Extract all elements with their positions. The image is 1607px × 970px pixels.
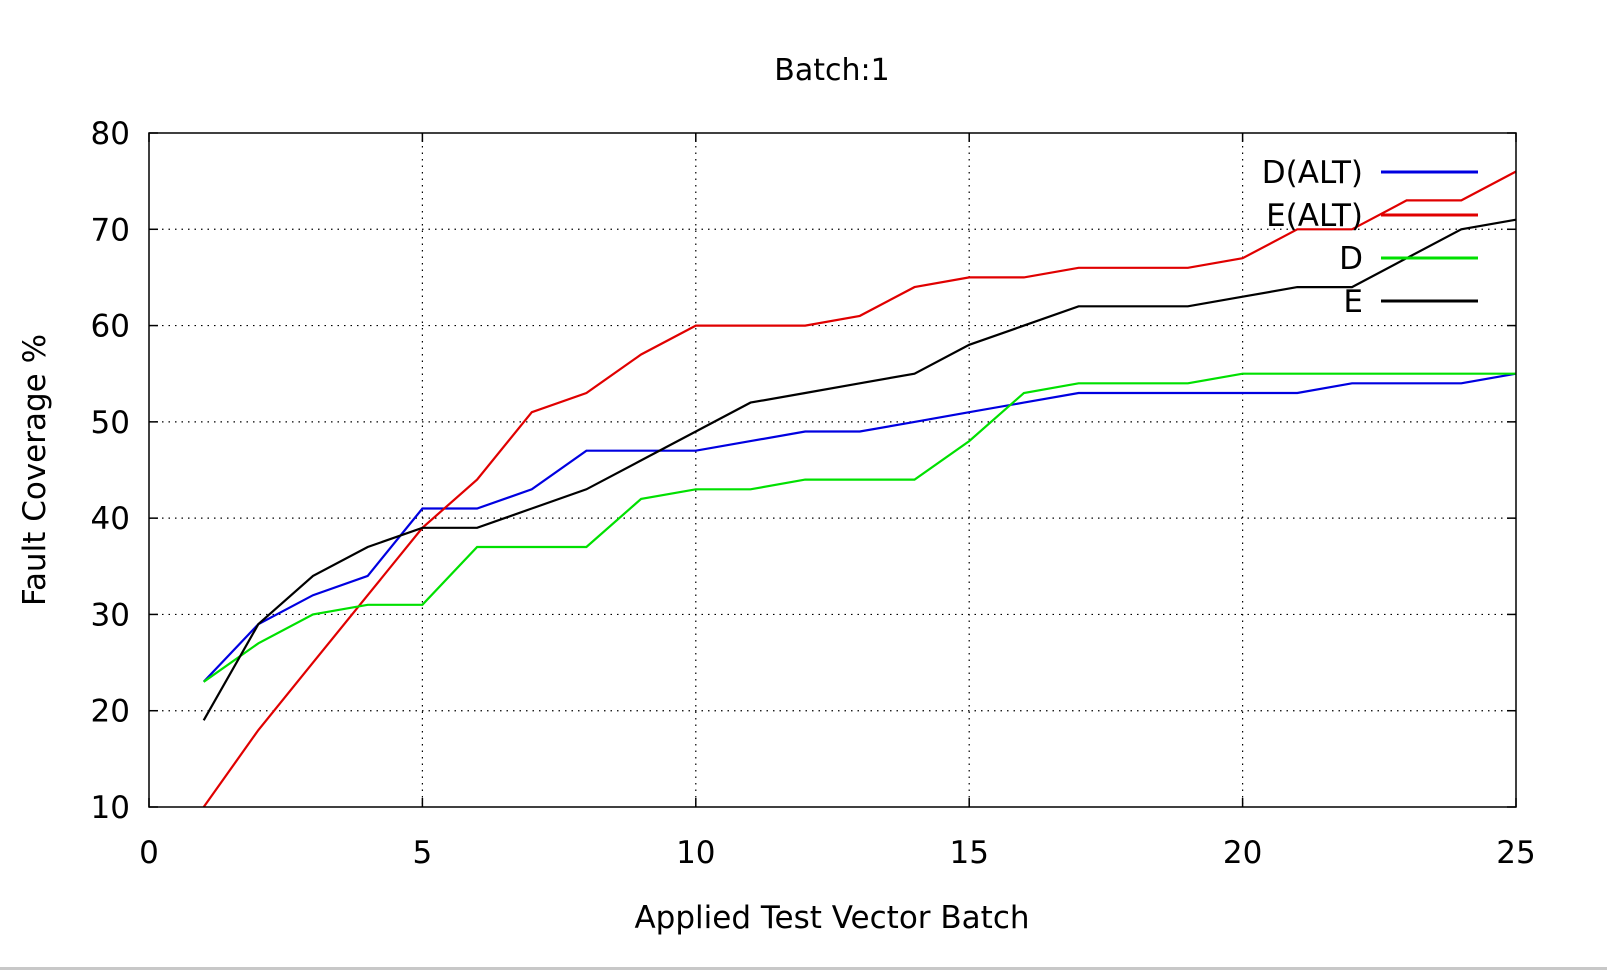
y-tick-label: 60 (91, 309, 130, 345)
x-tick-label: 5 (413, 835, 433, 871)
plot-frame (148, 132, 1517, 808)
x-axis-label: Applied Test Vector Batch (634, 900, 1029, 936)
chart-title: Batch:1 (774, 53, 889, 88)
grid (149, 133, 1516, 807)
series-lines (202, 170, 1517, 808)
series-line-1 (202, 170, 1517, 808)
axis-ticks: 0 5 10 15 20 25 10 20 30 40 50 60 70 80 (91, 116, 1536, 871)
legend-label: E (1343, 284, 1363, 320)
x-tick-label: 25 (1496, 835, 1535, 871)
y-tick-label: 30 (91, 597, 130, 633)
y-tick-label: 80 (91, 116, 130, 152)
y-tick-label: 70 (91, 212, 130, 248)
legend-label: E(ALT) (1266, 198, 1363, 234)
y-tick-label: 50 (91, 405, 130, 441)
x-tick-label: 0 (139, 835, 159, 871)
legend: D(ALT) E(ALT) DE (1262, 155, 1478, 320)
legend-label: D (1339, 241, 1363, 277)
bottom-border (0, 967, 1607, 970)
y-tick-label: 40 (91, 501, 130, 537)
series-line-3 (202, 218, 1517, 721)
legend-label: D(ALT) (1262, 155, 1363, 191)
series-line-2 (203, 372, 1516, 683)
x-tick-label: 15 (949, 835, 988, 871)
y-tick-label: 20 (91, 694, 130, 730)
y-axis-label: Fault Coverage % (17, 334, 53, 606)
x-tick-label: 10 (676, 835, 715, 871)
x-tick-label: 20 (1223, 835, 1262, 871)
series-line-0 (202, 372, 1517, 683)
y-tick-label: 10 (91, 790, 130, 826)
